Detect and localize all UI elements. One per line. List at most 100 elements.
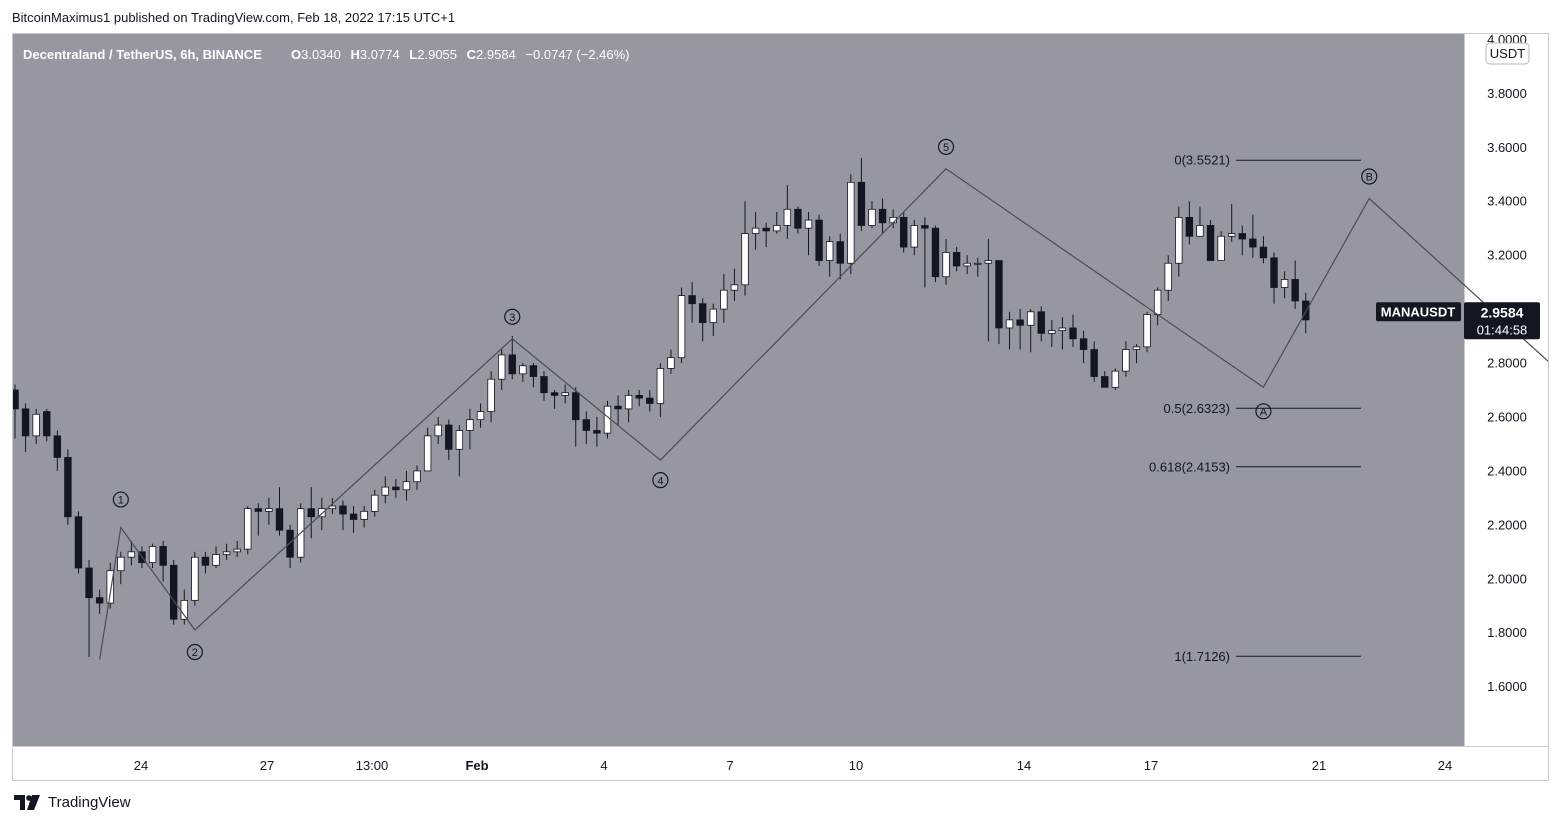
candle-body [582,419,591,431]
price-axis-area[interactable] [1464,34,1548,746]
candle [265,497,273,525]
candle-body [434,424,442,437]
candle [445,419,453,461]
candle-body [540,376,548,394]
candle [212,546,220,568]
candle-body [244,508,252,550]
candle [1048,319,1056,347]
candle [572,387,580,447]
candle-body [720,289,728,310]
candle [339,500,347,531]
candle [1302,292,1310,334]
candle [43,408,51,442]
candle-body [1175,216,1183,264]
candle-body [1249,238,1257,248]
candle-body [95,597,104,604]
candle [847,174,855,275]
candle [275,487,284,536]
candle [1079,330,1088,364]
candle-body [254,508,263,512]
candle [423,427,432,472]
candle-body [783,208,792,226]
candle [1228,203,1236,242]
candle [1132,344,1141,364]
candle [677,287,686,364]
candle [466,408,474,450]
candle-body [191,556,199,601]
candle [995,260,1003,345]
candle [963,255,971,275]
tradingview-brand[interactable]: TradingView [14,794,131,811]
candle-body [751,227,760,234]
candle [519,363,527,382]
legend-low-value: 2.9055 [417,47,457,62]
price-tick-label: 3.8000 [1487,86,1527,101]
candle-body [1302,300,1310,321]
plot-area[interactable] [13,34,1464,746]
candle-body [984,260,993,264]
candle [699,298,707,342]
price-chart[interactable]: 1 2 3 4 5 A B C 0(3.5521) 0.5(2.6323) 0.618(2.415… [13,34,1548,780]
chart-frame[interactable]: 1 2 3 4 5 A B C 0(3.5521) 0.5(2.6323) 0.618(2.415… [12,33,1549,781]
fib-label: 0(3.5521) [1174,153,1230,168]
legend-change: −0.0747 (−2.46%) [525,47,629,62]
candle-body [688,295,696,305]
price-tick-label: 3.4000 [1487,194,1527,209]
current-price-tag: MANAUSDT 2.9584 01:44:58 [1376,302,1540,340]
candle [815,214,823,266]
candle [53,430,62,471]
candle [201,551,210,574]
candle-body [603,405,612,434]
candle [191,551,199,606]
fib-label: 0.5(2.6323) [1164,401,1231,416]
candle [794,206,802,234]
candle-body [1016,319,1024,326]
time-tick-label: 4 [600,758,607,773]
candle-body [1005,319,1014,329]
candle [85,559,93,657]
candle [921,217,929,288]
legend-close-label: C [467,47,477,62]
candle [381,476,389,504]
candle-body [519,365,527,375]
candle-body [667,357,675,369]
time-tick-label: 21 [1312,758,1326,773]
candle [836,233,844,280]
candle-body [815,219,823,261]
price-tick-label: 2.6000 [1487,409,1527,424]
candle-body [1238,233,1246,240]
candle [1111,368,1120,390]
legend-high-value: 3.0774 [360,47,400,62]
candle [730,268,739,301]
wave-label-3: 3 [504,308,521,325]
candle [392,479,400,498]
candle [974,257,982,277]
candle [254,503,263,536]
fib-level: 0(3.5521) [1174,153,1361,168]
candle [741,201,749,296]
candle [942,238,950,285]
candle [529,363,538,388]
candle [1164,255,1172,301]
candle-body [1122,349,1130,372]
candle-body [222,551,231,555]
wave-label-circle [937,138,955,155]
candle-body [1206,225,1215,261]
candle [349,505,358,533]
candle-body [32,413,40,437]
currency-badge[interactable] [1485,42,1530,65]
candle-body [741,233,749,286]
candle-body [127,551,136,558]
wave-label-circle [1361,168,1378,185]
candle-body [1228,233,1236,237]
candle [646,390,654,412]
wave-label-text: B [1366,172,1373,184]
candle [117,551,125,585]
candle-body [371,494,379,512]
candle-body [974,262,982,265]
candle-body [53,435,62,458]
fibonacci-layer: 0(3.5521) 0.5(2.6323) 0.618(2.4153) 1(1.712… [1149,153,1361,664]
time-axis-area[interactable] [13,747,1464,780]
candle [1259,236,1268,264]
tradingview-brand-text: TradingView [48,794,131,811]
